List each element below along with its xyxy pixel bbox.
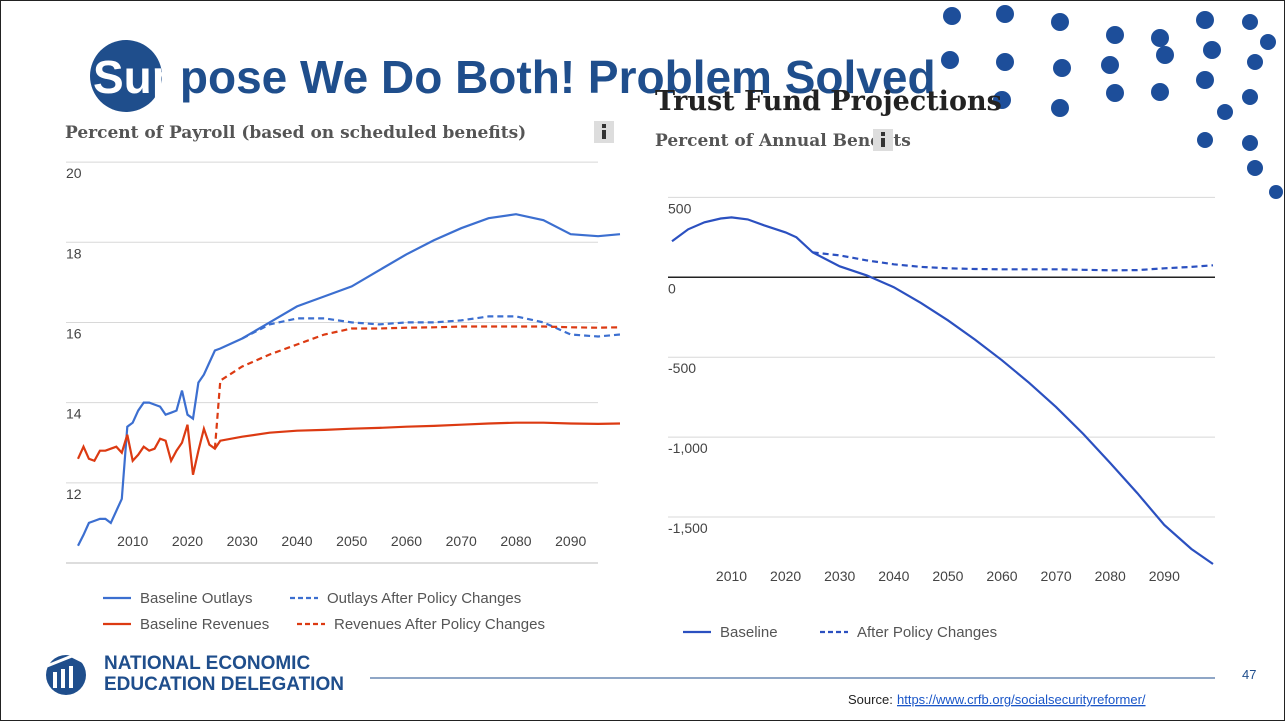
- x-tick-label: 2020: [770, 568, 801, 584]
- x-tick-label: 2090: [555, 533, 586, 549]
- legend-label: Baseline: [720, 624, 778, 641]
- slide-frame: [1, 1, 1285, 721]
- logo-text: EDUCATION DELEGATION: [104, 674, 344, 695]
- x-tick-label: 2060: [391, 533, 422, 549]
- x-tick-label: 2020: [172, 533, 203, 549]
- info-icon: [873, 129, 893, 151]
- y-tick-label: 500: [668, 200, 692, 216]
- y-tick-label: 14: [66, 406, 82, 422]
- y-tick-label: 20: [66, 165, 82, 181]
- legend-label: Baseline Outlays: [140, 590, 253, 607]
- legend-label: After Policy Changes: [857, 624, 997, 641]
- x-tick-label: 2030: [824, 568, 855, 584]
- x-tick-label: 2080: [1095, 568, 1126, 584]
- legend-label: Outlays After Policy Changes: [327, 590, 521, 607]
- x-tick-label: 2050: [336, 533, 367, 549]
- x-tick-label: 2040: [281, 533, 312, 549]
- slide: Suppose We Do Both! Problem Solved Perce…: [0, 0, 1285, 721]
- legend-label: Revenues After Policy Changes: [334, 616, 545, 633]
- x-tick-label: 2010: [716, 568, 747, 584]
- x-tick-label: 2070: [446, 533, 477, 549]
- y-tick-label: -500: [668, 360, 696, 376]
- source-label: Source:: [848, 692, 893, 707]
- x-tick-label: 2060: [986, 568, 1017, 584]
- x-tick-label: 2030: [227, 533, 258, 549]
- y-tick-label: -1,000: [668, 440, 708, 456]
- y-tick-label: 16: [66, 325, 82, 341]
- y-tick-label: 0: [668, 280, 676, 296]
- x-tick-label: 2080: [500, 533, 531, 549]
- page-number: 47: [1242, 667, 1256, 682]
- x-tick-label: 2050: [932, 568, 963, 584]
- y-tick-label: 18: [66, 245, 82, 261]
- source-link[interactable]: https://www.crfb.org/socialsecurityrefor…: [897, 692, 1146, 707]
- info-icon: [594, 121, 614, 143]
- legend-label: Baseline Revenues: [140, 616, 269, 633]
- title-highlight: Sup: [93, 51, 180, 103]
- x-tick-label: 2040: [878, 568, 909, 584]
- y-tick-label: 12: [66, 486, 82, 502]
- x-tick-label: 2090: [1149, 568, 1180, 584]
- chart-title: Trust Fund Projections: [655, 86, 1002, 117]
- logo-text: NATIONAL ECONOMIC: [104, 653, 310, 674]
- chart-title: Percent of Payroll (based on scheduled b…: [65, 123, 526, 143]
- y-tick-label: -1,500: [668, 520, 708, 536]
- chart-subtitle: Percent of Annual Benefits: [655, 131, 911, 151]
- x-tick-label: 2070: [1041, 568, 1072, 584]
- logo: [46, 655, 86, 695]
- x-tick-label: 2010: [117, 533, 148, 549]
